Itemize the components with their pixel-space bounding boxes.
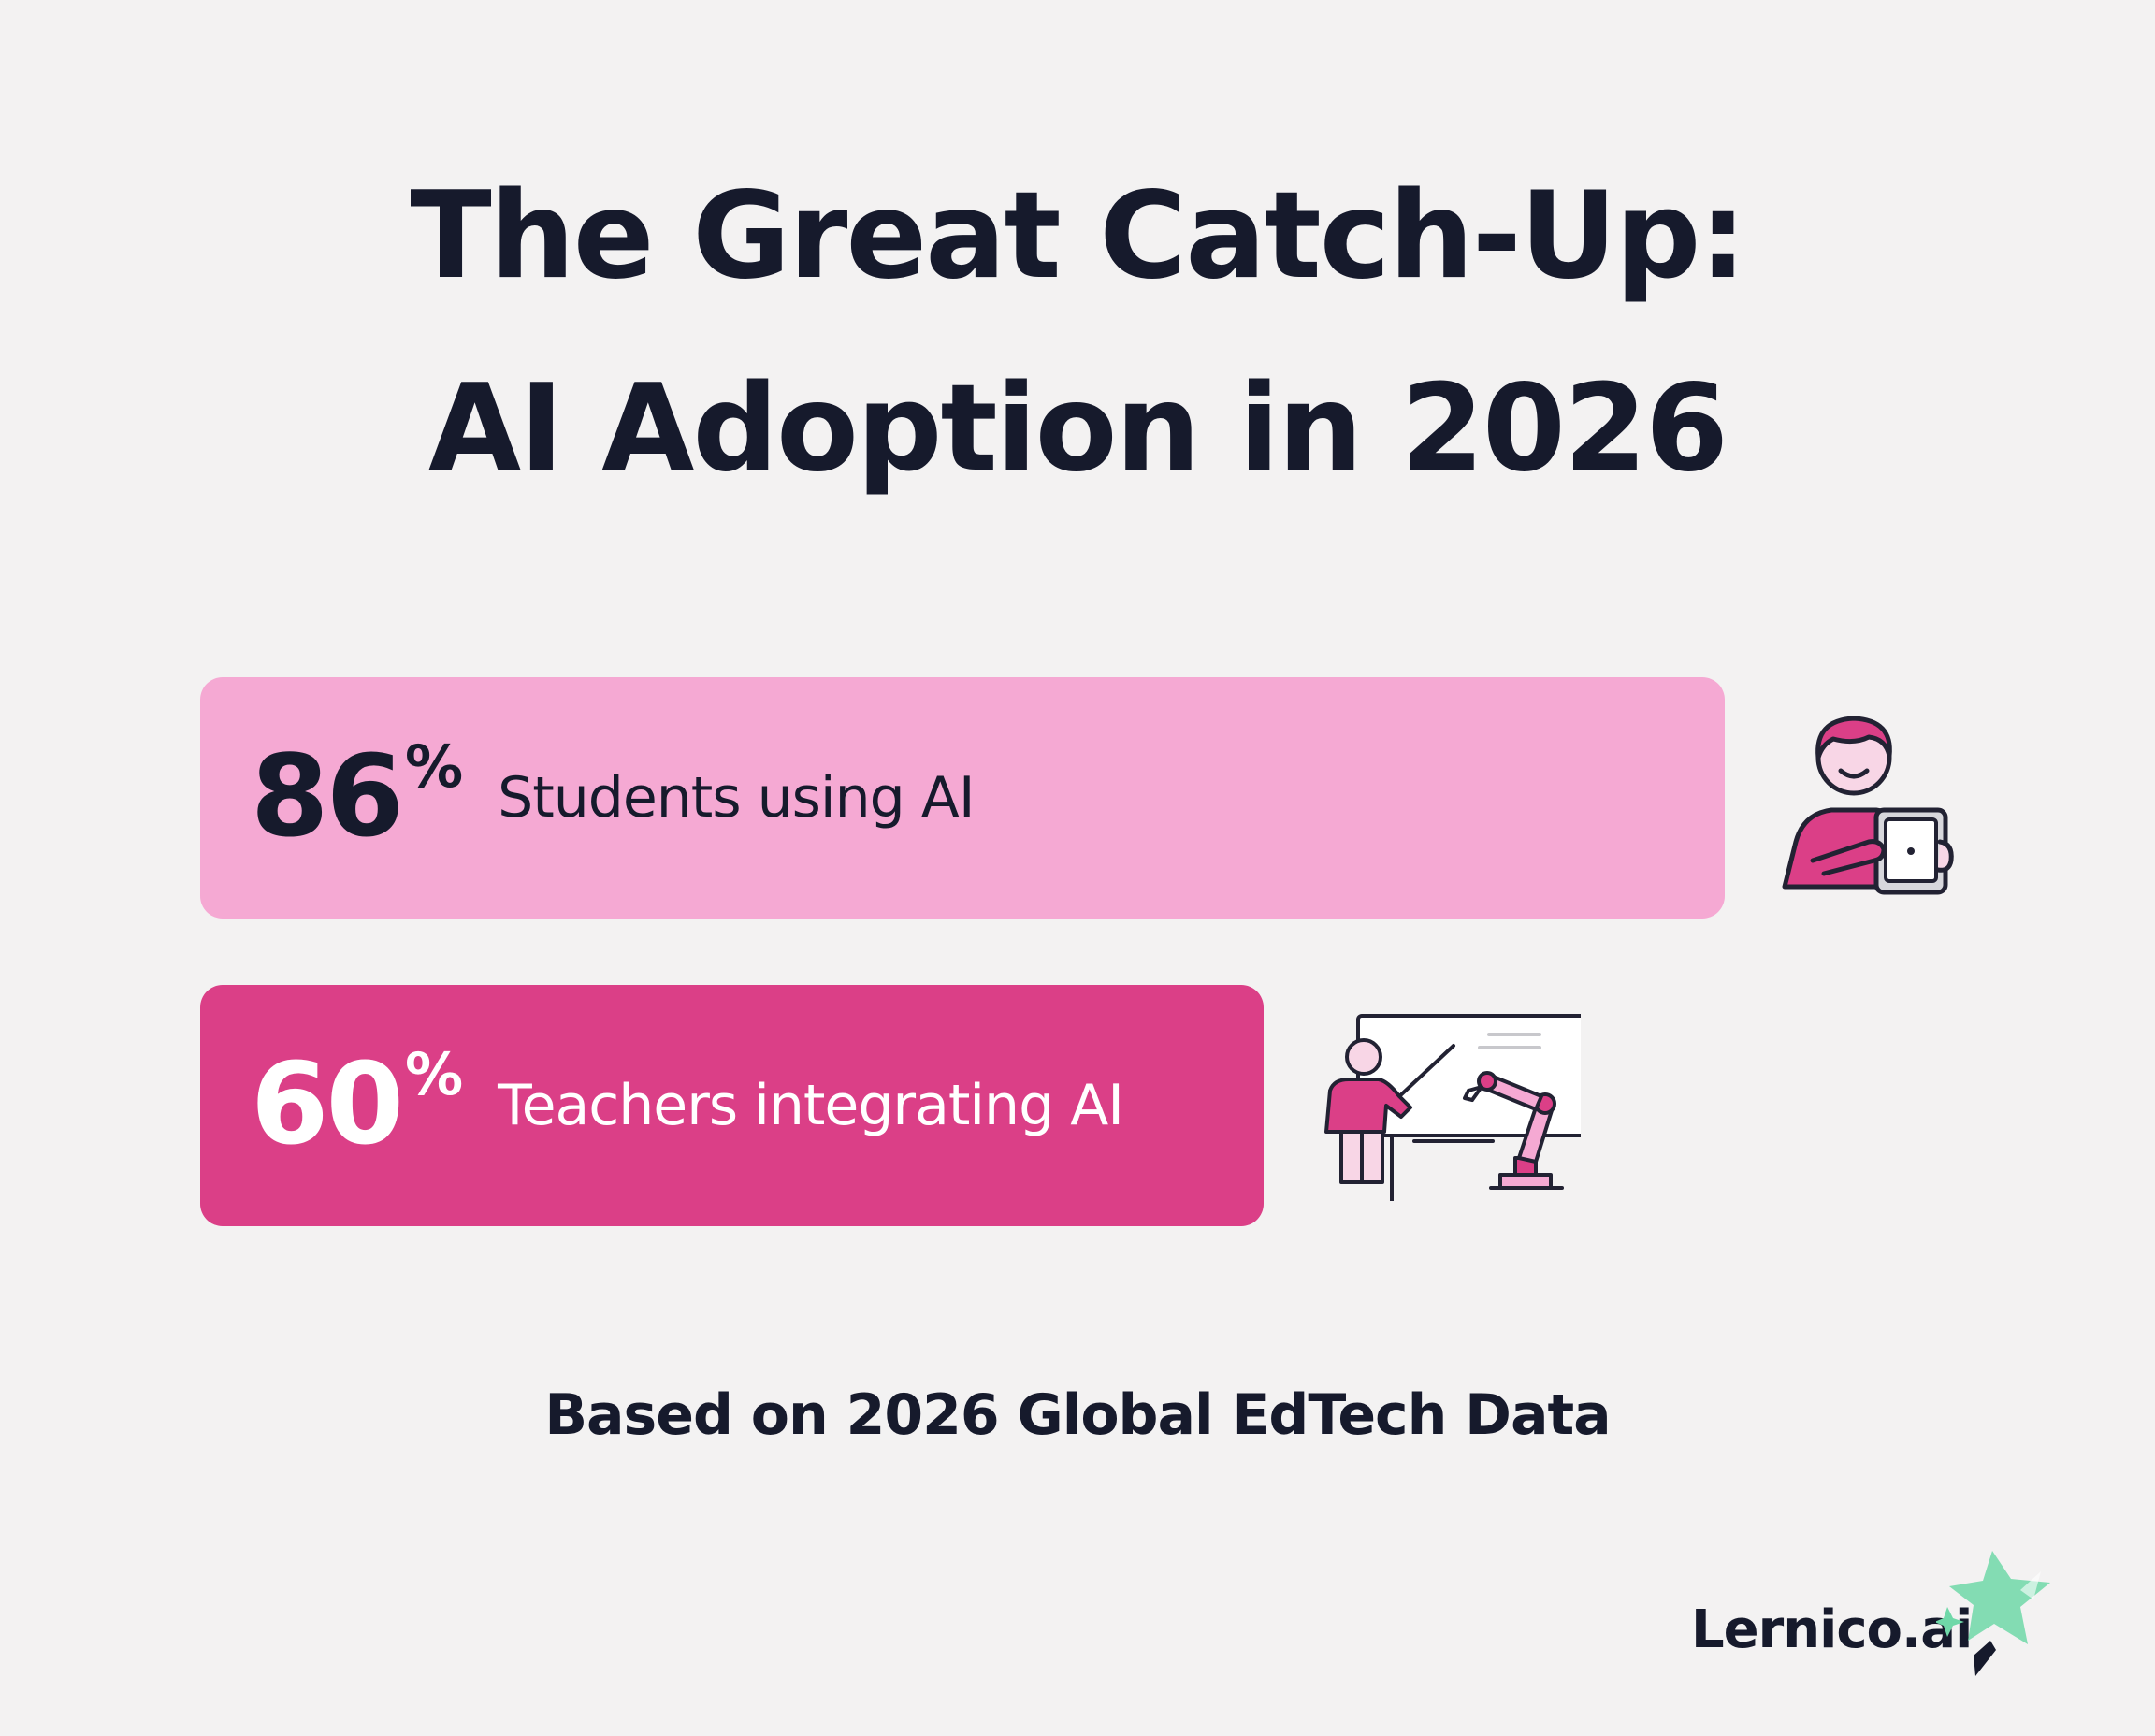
bar-label-teachers: Teachers integrating AI [498, 1073, 1124, 1138]
bar-value-unit: % [405, 1040, 463, 1108]
bar-value-number: 86 [251, 732, 404, 862]
student-with-tablet-icon [1782, 716, 1954, 895]
bar-value-teachers: 60% [251, 1040, 463, 1170]
title-line-2: AI Adoption in 2026 [428, 359, 1728, 499]
bar-students: 86% Students using AI [200, 677, 1725, 919]
source-footnote: Based on 2026 Global EdTech Data [544, 1382, 1611, 1448]
page-title: The Great Catch-Up: AI Adoption in 2026 [0, 140, 2155, 526]
brand-name: Lernico.ai [1691, 1599, 1973, 1660]
bar-value-unit: % [405, 732, 463, 801]
bar-value-number: 60 [251, 1040, 404, 1170]
bar-value-students: 86% [251, 732, 463, 862]
bar-label-students: Students using AI [498, 765, 975, 831]
sparkle-star-icon [1936, 1551, 2050, 1676]
title-line-1: The Great Catch-Up: [410, 166, 1746, 306]
teacher-with-robot-arm-icon [1324, 1014, 1581, 1201]
bar-teachers: 60% Teachers integrating AI [200, 985, 1264, 1226]
